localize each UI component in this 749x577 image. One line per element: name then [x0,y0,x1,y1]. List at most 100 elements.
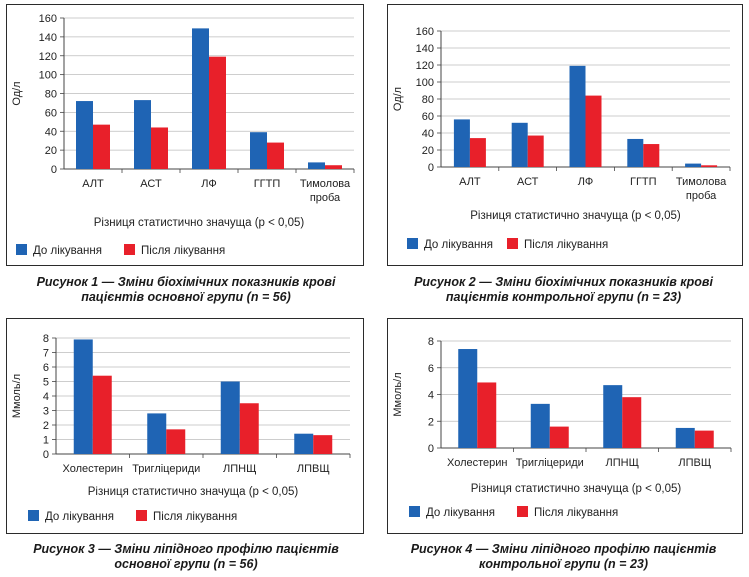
y-tick-label: 8 [43,333,49,345]
y-axis-label: Од/л [392,87,404,111]
bar-after [239,403,259,454]
x-tick-label: ЛПВЩ [678,457,711,469]
bar-after [527,135,544,167]
y-tick-label: 160 [39,13,57,25]
y-tick-label: 20 [422,145,434,157]
x-axis-label: Різниця статистично значуща (p < 0,05) [471,483,682,495]
chart-2: 0 20 40 60 80 100 120 140 160 Од/л АЛТ АСТ ЛФ ГГТП Тим… [387,4,743,266]
x-tick-label: Тригліцериди [132,463,200,475]
x-tick-label: Тимолова проба [676,176,727,202]
legend-swatch-before [407,238,418,249]
bar-after [151,127,168,169]
caption-1-prefix: Рисунок 1 — [36,275,118,289]
x-axis-label: Різниця статистично значуща (p < 0,05) [94,217,305,229]
caption-3-line2: основної групи (n = 56) [114,557,258,571]
y-tick-label: 0 [428,443,434,455]
x-tick-label: АЛТ [82,178,104,190]
bar-after [92,375,112,454]
caption-2-prefix: Рисунок 2 — [414,275,496,289]
legend-label-after: Після лікування [534,507,618,519]
x-tick-label: Тимолова проба [300,178,351,204]
bar-before [627,138,644,167]
chart-4: 0 2 4 6 8 Ммоль/л Холестерин Тригліцериди ЛПНЩ ЛП… [387,318,743,534]
y-tick-label: 120 [39,51,57,63]
legend-swatch-before [409,506,420,517]
figure-2: 0 20 40 60 80 100 120 140 160 Од/л АЛТ АСТ ЛФ ГГТП Тим… [387,4,743,266]
bar-before [192,28,209,169]
caption-4-line1: Зміни ліпідного профілю пацієнтів [491,542,717,556]
y-tick-label: 0 [51,164,57,176]
bar-before [308,162,325,169]
legend-label-before: До лікування [426,507,495,519]
x-tick-label: Холестерин [63,463,124,475]
caption-1: Рисунок 1 — Зміни біохімічних показників… [0,275,372,305]
y-tick-label: 100 [39,70,57,82]
legend-label-after: Після лікування [524,239,608,251]
y-tick-label: 140 [416,43,434,55]
caption-1-line2: пацієнтів основної групи (n = 56) [81,290,291,304]
x-axis-label: Різниця статистично значуща (p < 0,05) [470,210,681,222]
x-tick-label: ЛФ [578,176,593,188]
bar-before [569,65,586,167]
y-tick-label: 0 [43,449,49,461]
legend-label-before: До лікування [424,239,493,251]
bar-before [458,349,478,448]
bar-after [325,165,342,169]
y-tick-label: 80 [422,94,434,106]
y-tick-label: 2 [43,420,49,432]
y-tick-label: 6 [43,362,49,374]
legend-label-before: До лікування [33,245,102,257]
legend-swatch-after [124,244,135,255]
bar-before [73,339,93,454]
y-axis-label: Ммоль/л [392,372,404,416]
legend-label-after: Після лікування [153,511,237,523]
y-tick-label: 7 [43,348,49,360]
bar-after [313,435,333,454]
y-tick-label: 2 [428,416,434,428]
x-tick-label: ЛПНЩ [606,457,639,469]
y-axis-label: Ммоль/л [11,374,23,418]
bar-after [267,142,284,169]
x-tick-label: ЛПВЩ [297,463,330,475]
chart-1: 0 20 40 60 80 100 120 140 160 Од/л АЛТ АСТ ЛФ ГГТП Тим… [6,4,364,266]
x-tick-label: ЛПНЩ [223,463,256,475]
legend-label-after: Після лікування [141,245,225,257]
x-tick-label: АЛТ [459,176,481,188]
x-tick-label: ГГТП [630,176,657,188]
y-tick-label: 140 [39,32,57,44]
bar-after [643,144,660,167]
y-tick-label: 40 [45,126,57,138]
bar-after [469,138,486,167]
y-tick-label: 80 [45,89,57,101]
bar-after [209,56,226,169]
legend-swatch-before [28,510,39,521]
bar-before [250,132,267,169]
bar-after [585,95,602,167]
y-axis-label: Од/л [11,81,23,105]
y-tick-label: 160 [416,26,434,38]
bar-before [147,413,167,454]
figure-1: 0 20 40 60 80 100 120 140 160 Од/л АЛТ АСТ ЛФ ГГТП Тим… [6,4,364,266]
bar-before [530,403,550,448]
bar-after [701,165,718,167]
chart-frame [6,4,364,266]
bar-after [166,429,186,454]
caption-3-line1: Зміни ліпідного профілю пацієнтів [114,542,339,556]
x-axis-label: Різниця статистично значуща (p < 0,05) [88,486,299,498]
bar-after [622,397,642,448]
chart-3: 0 1 2 3 4 5 6 7 8 Ммоль/л Холестерин Тригліцериди ЛП… [6,318,364,534]
bar-after [93,124,110,169]
y-tick-label: 60 [45,107,57,119]
y-tick-label: 5 [43,377,49,389]
caption-2-line2: пацієнтів контрольної групи (n = 23) [445,290,682,304]
bar-before [675,427,695,448]
y-tick-label: 6 [428,363,434,375]
caption-3-prefix: Рисунок 3 — [33,542,115,556]
x-tick-label: АСТ [140,178,162,190]
caption-2-line1: Зміни біохімічних показників крові [495,275,713,289]
x-tick-label: Холестерин [447,457,508,469]
y-tick-label: 120 [416,60,434,72]
y-tick-label: 8 [428,336,434,348]
y-tick-label: 3 [43,406,49,418]
legend-swatch-after [517,506,528,517]
